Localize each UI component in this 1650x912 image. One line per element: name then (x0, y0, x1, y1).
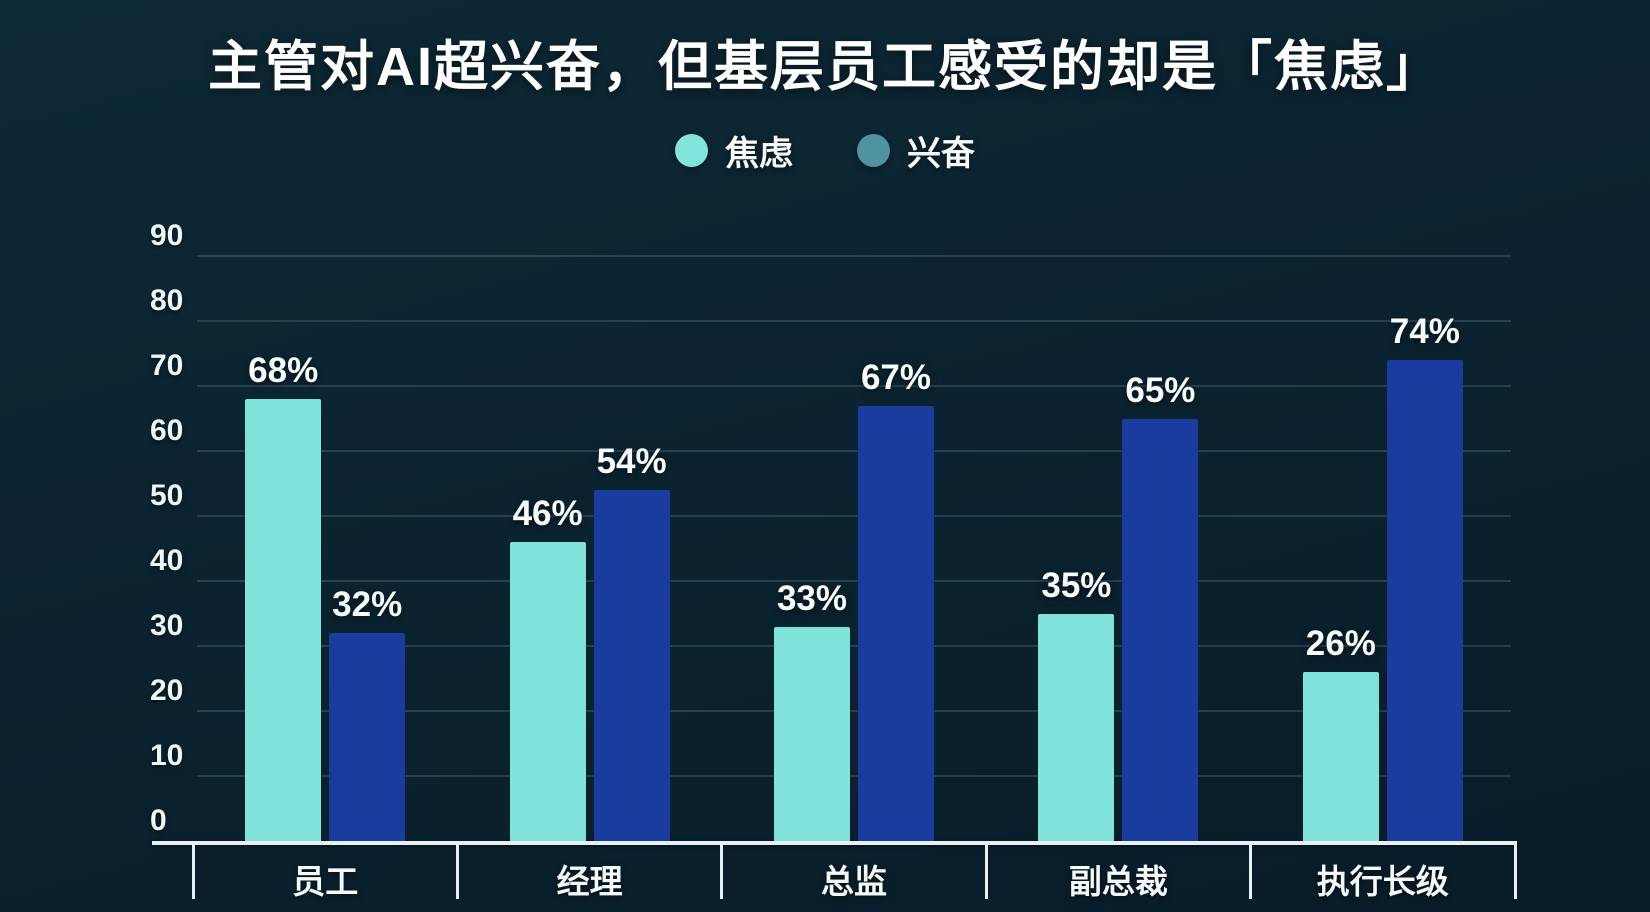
y-axis-tick-90: 90 (150, 219, 184, 252)
x-axis-separator-3 (984, 841, 988, 899)
excitement-swatch-icon (857, 134, 890, 167)
value-label-焦虑-经理: 46% (512, 494, 583, 533)
x-axis-separator-1 (455, 841, 459, 899)
gridline-40 (197, 580, 1511, 582)
chart-title: 主管对AI超兴奋，但基层员工感受的却是「焦虑」 (208, 37, 1442, 97)
gridline-30 (197, 645, 1511, 647)
bar-焦虑-总监 (774, 626, 850, 841)
x-axis-separator-0 (191, 841, 195, 899)
x-axis-label-总监: 总监 (820, 863, 887, 900)
x-axis-label-员工: 员工 (292, 863, 359, 900)
value-label-焦虑-员工: 68% (248, 351, 319, 390)
value-label-兴奋-员工: 32% (332, 585, 403, 624)
value-label-兴奋-副总裁: 65% (1125, 370, 1196, 410)
y-axis-tick-20: 20 (150, 674, 184, 707)
gridline-80 (197, 320, 1511, 322)
bar-焦虑-经理 (509, 542, 586, 841)
y-axis-tick-10: 10 (150, 739, 184, 772)
bar-兴奋-员工 (329, 633, 406, 841)
value-label-焦虑-副总裁: 35% (1041, 565, 1112, 605)
bar-兴奋-执行长级 (1386, 360, 1463, 841)
gridline-90 (197, 255, 1511, 257)
gridline-20 (197, 710, 1511, 712)
x-axis-separator-5 (1513, 841, 1517, 899)
bar-兴奋-经理 (593, 490, 670, 841)
y-axis-tick-60: 60 (150, 414, 184, 447)
y-axis-tick-70: 70 (150, 349, 184, 382)
y-axis-tick-50: 50 (150, 479, 184, 512)
bar-焦虑-执行长级 (1302, 672, 1379, 841)
bar-焦虑-副总裁 (1038, 613, 1115, 841)
value-label-兴奋-经理: 54% (596, 442, 667, 481)
bar-焦虑-员工 (245, 399, 322, 841)
y-axis-tick-40: 40 (150, 544, 184, 577)
x-axis-line (152, 841, 1517, 845)
value-label-焦虑-总监: 33% (776, 578, 848, 618)
gridline-70 (197, 385, 1511, 387)
bar-兴奋-副总裁 (1122, 418, 1199, 841)
anxiety-swatch-icon (675, 134, 708, 167)
gridline-10 (197, 775, 1511, 777)
y-axis-tick-0: 0 (150, 804, 167, 837)
y-axis-tick-80: 80 (150, 284, 184, 317)
legend: 焦虑 兴奋 (0, 126, 1650, 175)
anxiety-legend-label: 焦虑 (725, 135, 793, 173)
gridline-60 (197, 450, 1511, 452)
x-axis-label-副总裁: 副总裁 (1068, 863, 1168, 900)
value-label-焦虑-执行长级: 26% (1305, 624, 1376, 663)
bar-兴奋-总监 (858, 405, 934, 841)
legend-item-anxiety: 焦虑 (675, 126, 793, 175)
x-axis-separator-4 (1249, 841, 1253, 899)
x-axis-label-经理: 经理 (556, 863, 623, 900)
value-label-兴奋-总监: 67% (860, 357, 932, 397)
legend-item-excitement: 兴奋 (857, 126, 975, 175)
excitement-legend-label: 兴奋 (907, 135, 975, 173)
y-axis-tick-30: 30 (150, 609, 184, 642)
x-axis-separator-2 (720, 841, 724, 899)
value-label-兴奋-执行长级: 74% (1389, 312, 1460, 351)
gridline-50 (197, 515, 1511, 517)
x-axis-label-执行长级: 执行长级 (1316, 863, 1449, 900)
